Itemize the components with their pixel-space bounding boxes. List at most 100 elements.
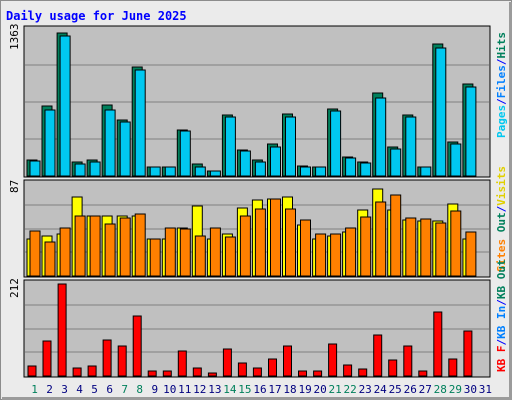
- x-tick-label-day-12: 12: [193, 383, 206, 396]
- x-tick-label-day-19: 19: [298, 383, 311, 396]
- x-tick-label-day-15: 15: [238, 383, 251, 396]
- x-tick-label-day-29: 29: [449, 383, 462, 396]
- bar-sites-day-undefined: [104, 223, 116, 277]
- bar-files-day-3: [59, 35, 71, 177]
- bar-files-day-26: [405, 116, 417, 177]
- bar-files-day-10: [164, 166, 176, 177]
- legend-separator: /: [495, 58, 508, 65]
- bars: [26, 32, 477, 377]
- bar-kb-f-day-undefined: [403, 345, 413, 377]
- bar-kb-f-day-undefined: [283, 345, 292, 377]
- bar-sites-day-undefined: [209, 227, 221, 277]
- bar-kb-f-day-undefined: [72, 367, 82, 377]
- bar-kb-f-day-undefined: [463, 330, 473, 377]
- bar-files-day-25: [390, 148, 402, 177]
- bar-kb-f-day-undefined: [343, 364, 353, 377]
- bar-sites-day-undefined: [29, 230, 41, 277]
- bar-kb-f-day-undefined: [147, 370, 157, 377]
- bar-kb-f-day-undefined: [42, 340, 52, 377]
- x-tick-label-day-25: 25: [389, 383, 402, 396]
- bar-sites-day-undefined: [390, 194, 402, 277]
- bar-kb-f-day-undefined: [117, 345, 127, 377]
- legend-pages: Pages: [495, 105, 508, 138]
- legend-separator: /: [495, 205, 508, 212]
- hits-legend: Pages/Files/Hits: [495, 32, 508, 138]
- x-tick-label-day-16: 16: [253, 383, 266, 396]
- legend-kb-f: KB F: [495, 346, 508, 373]
- bar-sites-day-undefined: [345, 227, 357, 277]
- bar-kb-f-day-undefined: [132, 315, 142, 377]
- bar-sites-day-undefined: [300, 219, 311, 277]
- bar-sites-day-undefined: [435, 222, 447, 277]
- bar-sites-day-undefined: [465, 231, 477, 277]
- bar-files-day-28: [435, 47, 447, 177]
- bar-files-day-22: [345, 157, 357, 177]
- bar-sites-day-undefined: [330, 233, 342, 277]
- x-tick-label-day-23: 23: [359, 383, 372, 396]
- legend-out: Out: [495, 212, 508, 232]
- bar-kb-f-day-undefined: [268, 358, 277, 377]
- legend-files: Files: [495, 65, 508, 98]
- legend-visits: Visits: [495, 166, 508, 206]
- bar-kb-f-day-undefined: [298, 370, 307, 377]
- bar-sites-day-undefined: [375, 201, 387, 277]
- kbytes-ymax-label: 212: [8, 278, 21, 298]
- bar-files-day-20: [315, 166, 327, 177]
- bar-kb-f-day-undefined: [328, 343, 338, 377]
- x-tick-label-day-6: 6: [106, 383, 113, 396]
- bar-files-day-30: [465, 86, 477, 177]
- bar-files-day-11: [179, 130, 191, 177]
- bar-files-day-2: [44, 109, 56, 177]
- bar-kb-f-day-undefined: [448, 358, 458, 377]
- bar-kb-f-day-undefined: [313, 370, 323, 377]
- x-tick-label-day-14: 14: [223, 383, 237, 396]
- bar-kb-f-day-undefined: [222, 348, 232, 377]
- bar-files-day-4: [74, 163, 86, 177]
- bar-sites-day-undefined: [164, 227, 176, 277]
- legend-separator: /: [495, 98, 508, 105]
- bar-kb-f-day-undefined: [358, 368, 368, 377]
- x-tick-label-day-22: 22: [343, 383, 356, 396]
- bar-kb-f-day-undefined: [162, 370, 172, 377]
- bar-sites-day-undefined: [315, 233, 327, 277]
- bar-kb-f-day-undefined: [87, 365, 97, 377]
- x-tick-label-day-3: 3: [61, 383, 68, 396]
- x-tick-label-day-4: 4: [76, 383, 83, 396]
- bar-kb-f-day-undefined: [207, 372, 217, 377]
- bar-files-day-17: [270, 146, 281, 177]
- visits-ymax-label: 87: [8, 180, 21, 193]
- bar-sites-day-undefined: [420, 218, 432, 277]
- bar-sites-day-undefined: [74, 215, 86, 277]
- x-tick-label-day-8: 8: [136, 383, 143, 396]
- bar-kb-f-day-undefined: [373, 334, 383, 377]
- bar-sites-day-undefined: [270, 198, 281, 277]
- bar-sites-day-undefined: [194, 235, 206, 277]
- bar-sites-day-undefined: [59, 227, 71, 277]
- bar-kb-f-day-undefined: [433, 311, 443, 377]
- kbytes-legend: KB F/KB In/KB Out: [495, 259, 508, 372]
- bar-sites-day-undefined: [89, 215, 101, 277]
- bar-files-day-19: [300, 166, 311, 177]
- bar-kb-f-day-undefined: [418, 370, 428, 377]
- bar-sites-day-undefined: [119, 217, 131, 277]
- bar-kb-f-day-undefined: [57, 283, 67, 377]
- x-tick-label-day-24: 24: [374, 383, 388, 396]
- bar-files-day-13: [209, 170, 221, 177]
- legend-sites: Sites: [495, 239, 508, 272]
- bar-kb-f-day-undefined: [177, 350, 187, 377]
- x-tick-label-day-27: 27: [419, 383, 432, 396]
- x-tick-label-day-11: 11: [178, 383, 191, 396]
- bar-kb-f-day-undefined: [252, 367, 262, 377]
- x-tick-label-day-18: 18: [283, 383, 296, 396]
- bar-files-day-15: [239, 150, 251, 177]
- x-tick-label-day-13: 13: [208, 383, 221, 396]
- legend-kb-out: KB Out: [495, 259, 508, 299]
- bar-kb-f-day-undefined: [27, 365, 37, 377]
- x-tick-label-day-28: 28: [434, 383, 447, 396]
- chart-title: Daily usage for June 2025: [6, 9, 187, 23]
- bar-sites-day-undefined: [239, 215, 251, 277]
- legend-separator: /: [495, 339, 508, 346]
- x-tick-label-day-1: 1: [31, 383, 38, 396]
- bar-files-day-9: [149, 166, 161, 177]
